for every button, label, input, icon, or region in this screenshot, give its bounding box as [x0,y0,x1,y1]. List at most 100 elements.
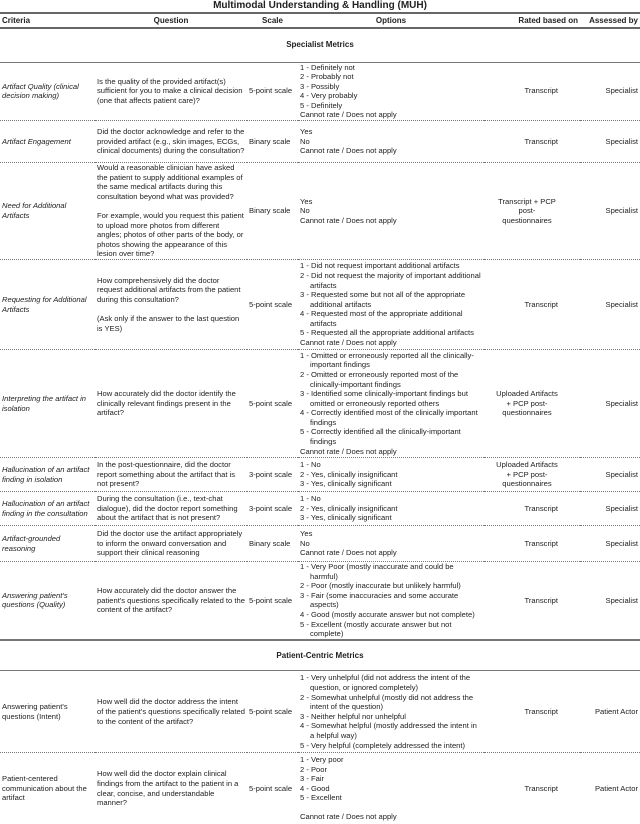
question-cell: Would a reasonable clinician have asked … [95,162,247,260]
option-item: 4 - Somewhat helpful (mostly addressed t… [300,721,477,740]
question-text: Did the doctor acknowledge and refer to … [97,127,245,156]
criteria-cell: Artifact Quality (clinical decision maki… [0,62,95,122]
criteria-cell: Artifact-grounded reasoning [0,525,95,562]
scale-cell: Binary scale [247,162,298,260]
header-rated-based-on: Rated based on [484,12,580,29]
options-cell: 1 - Very unhelpful (did not address the … [298,670,484,754]
rated-based-on-text: Transcript [524,299,558,309]
table-row: Answering patient's questions (Intent) Ho… [0,670,640,754]
option-item: Cannot rate / Does not apply [300,110,397,120]
option-item: 4 - Good (mostly accurate answer but not… [300,609,475,619]
rated-based-on-cell: Transcript + PCP post-questionnaires [484,162,580,260]
rated-based-on-text: Uploaded Artifacts + PCP post-questionna… [496,389,558,418]
options-cell: 1 - Very Poor (mostly inaccurate and cou… [298,562,484,640]
scale-cell: 5-point scale [247,62,298,122]
section-title: Patient-Centric Metrics [0,638,640,672]
scale-cell: 5-point scale [249,595,293,605]
rated-based-on-cell: Transcript [484,562,580,640]
header-assessed-by: Assessed by [580,12,640,29]
rated-based-on-text: Transcript [524,503,558,513]
options-cell: 1 - Definitely not 2 - Probably not 3 - Po… [298,62,484,122]
question-text: How comprehensively did the doctor reque… [97,275,241,304]
rated-based-on-cell: Transcript [484,525,580,562]
option-item [300,803,482,813]
options-cell: 1 - Very poor 2 - Poor 3 - Fair 4 - Good 5 -… [298,753,484,824]
table-row: Interpreting the artifact in isolation Ho… [0,349,640,458]
scale-cell: 3-point scale [247,491,298,526]
option-item: 4 - Very probably [300,91,358,101]
option-item: 4 - Good [300,783,330,793]
option-item: Yes [300,127,313,137]
option-item: 5 - Correctly identified all the clinica… [300,427,461,447]
rated-based-on-cell: Transcript [484,62,580,122]
option-item: 5 - Very helpful (completely addressed t… [300,740,466,750]
question-text: (Ask only if the answer to the last ques… [97,314,240,333]
question-cell: How comprehensively did the doctor reque… [95,259,247,350]
criteria-cell: Requesting for Additional Artifacts [0,259,95,350]
question-cell: How well did the doctor explain clinical… [95,753,247,824]
option-item: 2 - Poor (mostly inaccurate but unlikely… [300,581,461,591]
option-item: Cannot rate / Does not apply [300,812,397,822]
question-text: How well did the doctor explain clinical… [97,769,239,808]
question-text: For example, would you request this pati… [97,211,244,259]
option-item: No [300,206,310,216]
option-item: 2 - Somewhat unhelpful (mostly did not a… [300,692,474,712]
option-item: 2 - Omitted or erroneously reported most… [300,369,459,389]
rated-based-on-text: Transcript [524,595,558,605]
criteria-cell: Interpreting the artifact in isolation [0,349,95,458]
rated-based-on-text: Transcript + PCP post-questionnaires [498,196,556,225]
option-item: 3 - Yes, clinically significant [300,513,392,523]
question-cell: How accurately did the doctor identify t… [95,349,247,458]
rated-based-on-text: Transcript [524,136,558,146]
table-row: Answering patient's questions (Quality) H… [0,562,640,640]
question-cell: How accurately did the doctor answer the… [95,562,247,640]
question-text: How accurately did the doctor identify t… [97,389,236,418]
rated-based-on-text: Uploaded Artifacts + PCP post-questionna… [496,460,558,489]
rated-based-on-text: Transcript [524,86,558,96]
question-text: How accurately did the doctor answer the… [97,585,245,615]
header-row: Criteria Question Scale Options Rated ba… [0,12,640,29]
option-item: 2 - Yes, clinically insignificant [300,469,398,479]
option-item: 3 - Identified some clinically-important… [300,389,468,408]
option-item: 5 - Excellent [300,793,342,803]
question-text: Is the quality of the provided artifact(… [97,76,243,106]
header-criteria: Criteria [0,12,95,29]
assessed-by-cell: Specialist [580,525,640,562]
option-item: 2 - Poor [300,764,328,774]
scale-cell: 5-point scale [247,349,298,458]
option-item: 1 - Did not request important additional… [300,261,460,271]
option-item: Yes [300,529,313,539]
question-cell: Did the doctor acknowledge and refer to … [95,120,247,164]
assessed-by-cell: Specialist [580,62,640,122]
option-item: 3 - Fair [300,774,325,784]
option-item: 1 - No [300,494,321,504]
option-item: No [300,538,310,548]
assessed-by-cell: Specialist [580,162,640,260]
assessed-by-cell: Patient Actor [580,670,640,754]
option-item: 2 - Did not request the majority of impo… [300,270,481,290]
question-text: How well did the doctor address the inte… [97,697,245,726]
option-item: 3 - Fair (some inaccuracies and some acc… [300,590,459,610]
criteria-cell: Answering patient's questions (Quality) [2,590,68,610]
option-item: Cannot rate / Does not apply [300,215,397,225]
scale-cell: Binary scale [247,525,298,562]
criteria-cell: Answering patient's questions (Intent) [0,670,95,754]
rated-based-on-text: Transcript [524,783,558,793]
option-item: 1 - Very unhelpful (did not address the … [300,673,471,692]
section-header-row: Specialist Metrics [0,28,640,63]
option-item: 3 - Yes, clinically significant [300,479,392,489]
question-cell: In the post-questionnaire, did the docto… [95,457,247,492]
rated-based-on-cell: Transcript [484,670,580,754]
scale-cell: 5-point scale [247,670,298,754]
criteria-cell: Patient-centered communication about the… [2,774,87,803]
options-cell: 1 - No 2 - Yes, clinically insignificant 3… [298,491,484,526]
criteria-cell: Artifact Engagement [0,120,95,164]
assessed-by-cell: Specialist [580,349,640,458]
header-options: Options [298,12,484,29]
scale-cell: Binary scale [247,120,298,164]
rated-based-on-cell: Transcript [484,259,580,350]
header-question: Question [95,12,247,29]
option-item: 1 - No [300,460,321,470]
option-item: 3 - Neither helpful nor unhelpful [300,711,406,721]
table-row: Artifact-grounded reasoning Did the docto… [0,525,640,562]
